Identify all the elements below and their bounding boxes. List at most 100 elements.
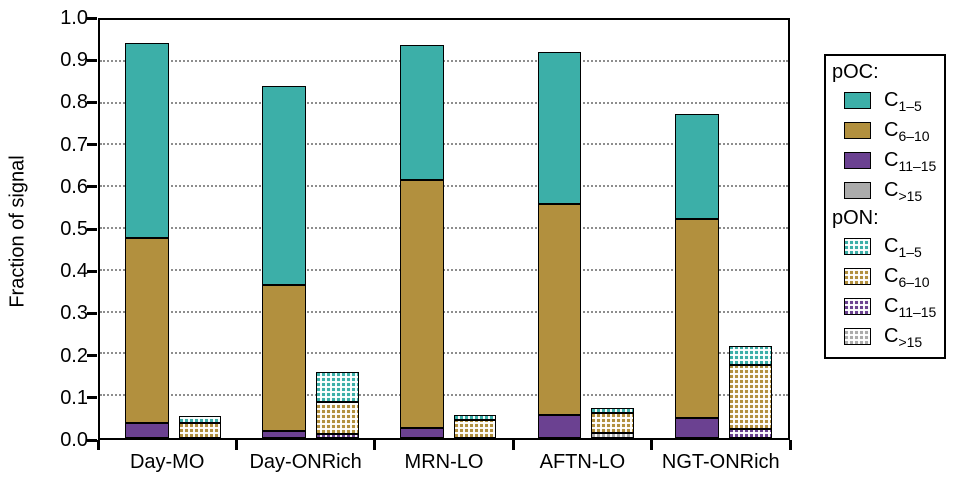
- bar-segment-Day-ONRich-pON-C6-10: [316, 402, 359, 434]
- y-tick-label-0.4: 0.4: [60, 260, 88, 283]
- bar-segment-AFTN-LO-pOC-C1-5: [537, 52, 582, 204]
- bar-segment-AFTN-LO-pON-C6-10: [591, 413, 635, 434]
- y-tick-mark-0.2: [87, 354, 97, 358]
- legend-section-title-pON: pON:: [832, 207, 879, 229]
- legend-item-label: C>15: [884, 178, 923, 204]
- bar-segment-NGT-ONRich-pON-C11-15: [728, 429, 772, 438]
- y-tick-mark-0.0: [87, 438, 97, 442]
- legend-item-pOC-C1-5: C1–5: [832, 85, 940, 115]
- bar-segment-Day-ONRich-pON-C1-5: [316, 371, 359, 403]
- gridline-0.6: [100, 185, 788, 188]
- bar-segment-AFTN-LO-pOC-C6-10: [537, 203, 582, 416]
- y-tick-mark-0.9: [87, 58, 97, 62]
- bar-segment-MRN-LO-pON-C6-10: [453, 420, 497, 438]
- legend-item-pOC-C11-15: C11–15: [832, 145, 940, 175]
- bar-segment-AFTN-LO-pON-C>15: [591, 433, 635, 438]
- x-category-label-AFTN-LO: AFTN-LO: [539, 451, 626, 473]
- bar-segment-AFTN-LO-pOC-C11-15: [537, 415, 582, 438]
- legend-swatch-icon: [844, 181, 871, 199]
- y-tick-mark-0.7: [87, 143, 97, 147]
- bar-segment-AFTN-LO-pON-C1-5: [591, 407, 635, 414]
- y-tick-mark-0.3: [87, 311, 97, 315]
- x-category-label-NGT-ONRich: NGT-ONRich: [661, 451, 780, 473]
- x-tick-mark-3: [511, 440, 515, 450]
- bar-segment-MRN-LO-pON-C1-5: [453, 415, 497, 421]
- y-tick-mark-0.5: [87, 227, 97, 231]
- plot-area: [98, 18, 790, 440]
- y-tick-label-0.2: 0.2: [60, 344, 88, 367]
- y-tick-label-0.8: 0.8: [60, 91, 88, 114]
- bar-segment-Day-MO-pON-C6-10: [178, 422, 222, 438]
- bar-segment-MRN-LO-pOC-C6-10: [400, 179, 444, 428]
- bar-segment-Day-ONRich-pOC-C1-5: [262, 86, 307, 286]
- bar-segment-Day-ONRich-pOC-C11-15: [262, 430, 307, 438]
- legend-item-pOC-C6-10: C6–10: [832, 115, 940, 145]
- y-tick-mark-1.0: [87, 16, 97, 20]
- bar-segment-Day-ONRich-pOC-C6-10: [262, 285, 307, 431]
- legend-box: pOC: C1–5 C6–10 C11–15 C>15 pON: C1–5 C6–10 C11–…: [824, 54, 946, 359]
- bar-segment-Day-ONRich-pON-C11-15: [316, 433, 359, 438]
- legend-item-label: C6–10: [884, 118, 930, 144]
- x-tick-mark-5: [788, 440, 792, 450]
- legend-item-label: C11–15: [884, 294, 937, 320]
- x-tick-mark-2: [373, 440, 377, 450]
- bar-segment-NGT-ONRich-pOC-C11-15: [675, 417, 719, 438]
- legend-item-pOC-C>15: C>15: [832, 175, 940, 205]
- legend-item-pON-C11-15: C11–15: [832, 291, 940, 321]
- bar-segment-Day-MO-pON-C1-5: [178, 415, 222, 423]
- y-tick-mark-0.6: [87, 185, 97, 189]
- legend-swatch-icon: [844, 151, 871, 169]
- legend-swatch-icon: [844, 297, 871, 315]
- gridline-0.8: [100, 101, 788, 104]
- y-tick-label-0.3: 0.3: [60, 302, 88, 325]
- legend-swatch-icon: [844, 267, 871, 285]
- bar-segment-Day-MO-pOC-C11-15: [124, 423, 169, 438]
- legend-item-label: C1–5: [884, 234, 922, 260]
- x-category-label-Day-MO: Day-MO: [129, 451, 205, 473]
- legend-item-pON-C6-10: C6–10: [832, 261, 940, 291]
- y-tick-mark-0.4: [87, 269, 97, 273]
- bar-segment-Day-MO-pOC-C1-5: [124, 43, 169, 238]
- y-tick-label-0.7: 0.7: [60, 133, 88, 156]
- legend-item-label: C11–15: [884, 148, 937, 174]
- y-tick-label-0.5: 0.5: [60, 218, 88, 240]
- bar-segment-NGT-ONRich-pON-C6-10: [728, 364, 772, 430]
- legend-swatch-icon: [844, 121, 871, 139]
- gridline-0.7: [100, 143, 788, 146]
- gridline-0.4: [100, 268, 788, 271]
- legend-swatch-icon: [844, 91, 871, 109]
- bar-segment-MRN-LO-pOC-C11-15: [400, 427, 444, 438]
- legend-item-label: C1–5: [884, 88, 922, 114]
- legend-item-pON-C>15: C>15: [832, 321, 940, 351]
- bar-segment-NGT-ONRich-pON-C1-5: [728, 345, 772, 365]
- y-tick-label-0.1: 0.1: [60, 386, 88, 409]
- x-tick-mark-0: [96, 440, 100, 450]
- y-tick-label-0.6: 0.6: [60, 175, 88, 198]
- y-tick-mark-0.8: [87, 100, 97, 104]
- y-tick-label-1.0: 1.0: [60, 7, 88, 29]
- gridline-0.5: [100, 227, 788, 229]
- y-tick-label-0.0: 0.0: [60, 429, 88, 451]
- legend-section-title-pOC: pOC:: [832, 61, 879, 83]
- legend-item-label: C6–10: [884, 264, 930, 290]
- x-tick-mark-1: [234, 440, 238, 450]
- bar-segment-NGT-ONRich-pOC-C1-5: [675, 113, 719, 219]
- bar-segment-MRN-LO-pOC-C1-5: [400, 44, 444, 180]
- x-tick-mark-4: [650, 440, 654, 450]
- x-category-label-MRN-LO: MRN-LO: [404, 451, 484, 473]
- legend-swatch-icon: [844, 327, 871, 345]
- legend-item-label: C>15: [884, 324, 923, 350]
- x-category-label-Day-ONRich: Day-ONRich: [249, 451, 362, 473]
- legend-item-pON-C1-5: C1–5: [832, 231, 940, 261]
- y-tick-label-0.9: 0.9: [60, 49, 88, 72]
- gridline-0.2: [100, 352, 788, 355]
- gridline-0.1: [100, 394, 788, 397]
- gridline-0.3: [100, 310, 788, 313]
- gridline-0.9: [100, 59, 788, 62]
- y-axis-title: Fraction of signal: [6, 155, 29, 308]
- bar-segment-NGT-ONRich-pOC-C6-10: [675, 218, 719, 418]
- legend-swatch-icon: [844, 237, 871, 255]
- bar-segment-Day-MO-pOC-C6-10: [124, 237, 169, 424]
- y-tick-mark-0.1: [87, 396, 97, 400]
